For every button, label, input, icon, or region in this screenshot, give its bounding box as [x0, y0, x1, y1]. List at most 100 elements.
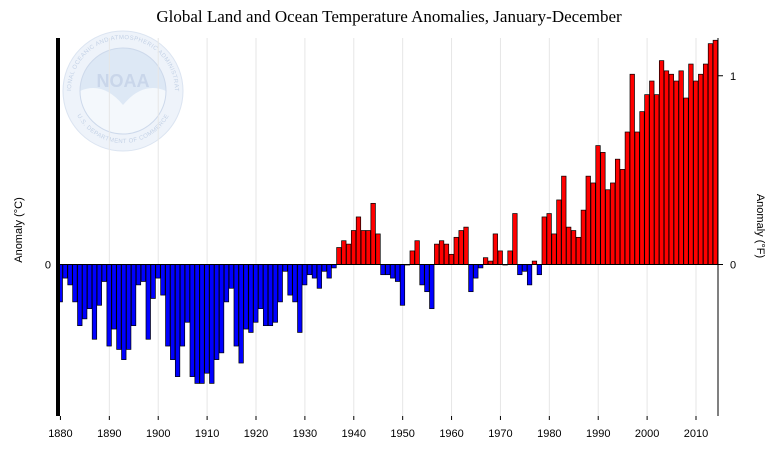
bar-1972 [507, 250, 513, 265]
bar-1989 [590, 182, 596, 265]
y-tick-label-left: 0 [45, 260, 51, 272]
bar-1943 [365, 230, 371, 265]
bar-1911 [209, 264, 215, 384]
bar-1983 [561, 175, 567, 265]
bar-1998 [634, 131, 640, 265]
bar-1981 [551, 233, 557, 265]
bar-1945 [375, 233, 381, 265]
bar-1882 [67, 264, 73, 286]
bar-1897 [140, 264, 146, 282]
bar-1953 [414, 240, 420, 265]
bar-1973 [512, 213, 518, 265]
bar-2011 [698, 73, 704, 265]
bar-1928 [292, 264, 298, 303]
bar-1967 [482, 257, 489, 265]
bar-1900 [155, 264, 161, 279]
bar-1974 [517, 264, 523, 276]
bar-1991 [600, 152, 606, 265]
bar-1922 [262, 264, 269, 327]
bar-2004 [663, 70, 670, 265]
bar-2002 [654, 94, 660, 265]
bar-1909 [199, 264, 205, 384]
bar-1992 [605, 189, 611, 265]
bar-1982 [556, 199, 562, 265]
bar-1941 [355, 216, 362, 265]
bar-1890 [106, 264, 112, 347]
bar-2012 [702, 63, 709, 265]
bar-1881 [62, 264, 68, 279]
x-tick-label: 1890 [97, 428, 121, 440]
bar-1993 [610, 182, 616, 265]
bar-2003 [658, 60, 665, 265]
bar-1895 [130, 264, 137, 327]
x-tick-label: 1950 [390, 428, 414, 440]
bar-2001 [649, 80, 655, 265]
bar-1962 [458, 230, 464, 265]
x-tick-label: 1930 [293, 428, 317, 440]
bar-1894 [126, 264, 132, 350]
bar-1979 [541, 216, 547, 265]
bar-1984 [566, 226, 572, 265]
x-ticks: 1880 1890 1900 1910 1920 1930 1940 1950 1960 1970… [48, 416, 708, 440]
bar-1921 [258, 264, 264, 310]
y-ticks: 0 0 1 [45, 71, 736, 272]
bar-1916 [233, 264, 239, 347]
bar-1904 [174, 264, 181, 377]
bar-1970 [497, 250, 503, 265]
bar-1919 [248, 264, 254, 333]
x-tick-label: 1910 [195, 428, 219, 440]
bar-1886 [86, 264, 93, 310]
bar-1934 [321, 264, 327, 272]
bar-1959 [443, 243, 450, 265]
x-tick-label: 1880 [48, 428, 72, 440]
bar-1986 [575, 236, 582, 265]
bar-1893 [121, 264, 127, 360]
x-tick-label: 1920 [244, 428, 268, 440]
bar-2005 [668, 73, 674, 265]
bar-1969 [492, 233, 498, 265]
bar-1933 [316, 264, 322, 289]
bar-1964 [468, 264, 474, 293]
bar-2000 [644, 94, 650, 265]
bar-1889 [101, 264, 107, 282]
bar-1960 [448, 253, 454, 265]
bar-1913 [218, 264, 225, 354]
bar-1963 [463, 226, 469, 265]
bar-1905 [179, 264, 186, 347]
bar-1925 [277, 264, 283, 303]
bar-2010 [693, 80, 699, 265]
bar-2006 [673, 80, 679, 265]
y-tick-label-right: 0 [730, 260, 736, 272]
bar-1906 [184, 264, 190, 323]
bar-1902 [165, 264, 171, 347]
bar-1920 [253, 264, 259, 323]
bar-1947 [385, 264, 391, 276]
bar-1958 [438, 240, 445, 265]
bar-1935 [326, 264, 332, 279]
bar-1980 [546, 213, 552, 265]
bar-1942 [360, 230, 366, 265]
bar-1968 [487, 260, 494, 265]
x-tick-label: 1960 [439, 428, 463, 440]
bar-1938 [341, 240, 347, 265]
x-tick-label: 1990 [586, 428, 610, 440]
bar-1931 [306, 264, 313, 276]
bar-1888 [96, 264, 102, 306]
bar-1995 [619, 169, 626, 265]
bar-1914 [223, 264, 230, 303]
bar-1937 [336, 247, 342, 265]
bar-1917 [238, 264, 244, 364]
bar-2008 [683, 97, 689, 265]
bar-1887 [91, 264, 98, 340]
bar-1884 [77, 264, 83, 327]
y-axis-label-left: Anomaly (°C) [13, 197, 25, 263]
bar-1899 [150, 264, 156, 299]
bar-1924 [272, 264, 278, 323]
bar-1903 [170, 264, 176, 360]
bar-1952 [409, 250, 415, 265]
bar-1940 [350, 230, 357, 265]
bar-1898 [145, 264, 151, 340]
bar-1965 [473, 264, 479, 279]
bar-1883 [72, 264, 78, 303]
